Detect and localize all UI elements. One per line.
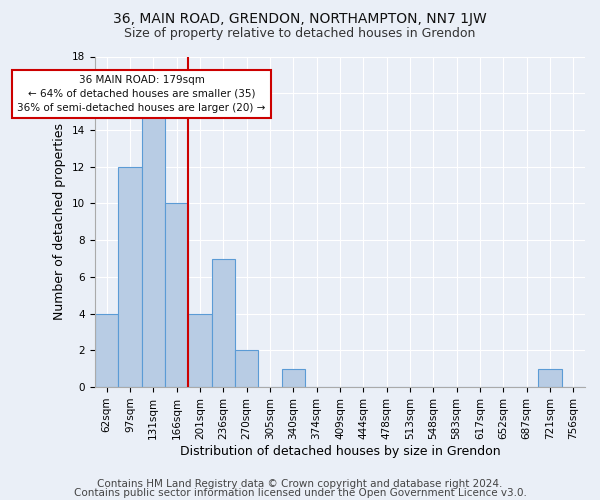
Bar — [538, 368, 562, 387]
X-axis label: Distribution of detached houses by size in Grendon: Distribution of detached houses by size … — [179, 444, 500, 458]
Text: Contains public sector information licensed under the Open Government Licence v3: Contains public sector information licen… — [74, 488, 526, 498]
Y-axis label: Number of detached properties: Number of detached properties — [53, 124, 67, 320]
Bar — [281, 368, 305, 387]
Text: Contains HM Land Registry data © Crown copyright and database right 2024.: Contains HM Land Registry data © Crown c… — [97, 479, 503, 489]
Bar — [118, 166, 142, 387]
Bar — [95, 314, 118, 387]
Text: 36, MAIN ROAD, GRENDON, NORTHAMPTON, NN7 1JW: 36, MAIN ROAD, GRENDON, NORTHAMPTON, NN7… — [113, 12, 487, 26]
Bar — [142, 112, 165, 387]
Bar — [165, 204, 188, 387]
Bar — [235, 350, 258, 387]
Bar — [188, 314, 212, 387]
Bar — [212, 258, 235, 387]
Text: Size of property relative to detached houses in Grendon: Size of property relative to detached ho… — [124, 28, 476, 40]
Text: 36 MAIN ROAD: 179sqm
← 64% of detached houses are smaller (35)
36% of semi-detac: 36 MAIN ROAD: 179sqm ← 64% of detached h… — [17, 75, 266, 113]
